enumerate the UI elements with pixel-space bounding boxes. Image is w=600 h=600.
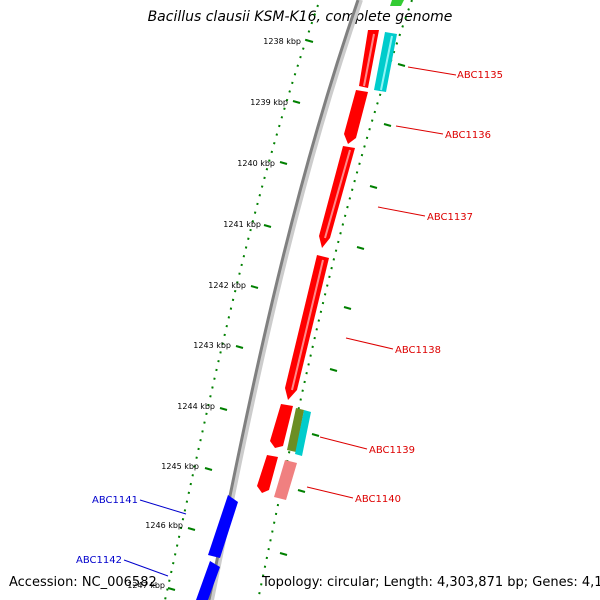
gene-arrow-abc1142[interactable]	[196, 561, 220, 600]
gene-arrow-abc1140[interactable]	[257, 455, 278, 493]
gene-label-abc1142[interactable]: ABC1142	[76, 555, 122, 566]
feature-cyan-abc1139[interactable]	[295, 410, 311, 456]
feature-pink-abc1140[interactable]	[274, 460, 297, 500]
scale-ticks	[167, 39, 314, 591]
gene-label-abc1140[interactable]: ABC1140	[355, 494, 401, 505]
scale-label: 1243 kbp	[193, 341, 231, 350]
inner-ring-ticks	[279, 63, 406, 556]
scale-label: 1247 kbp	[127, 581, 165, 590]
gene-highlight	[363, 33, 375, 87]
reverse-leader-lines	[123, 499, 187, 577]
inner-tick-ring	[257, 0, 413, 600]
gene-highlight	[291, 259, 324, 391]
outer-tick-ring	[164, 4, 319, 600]
feature-green-top	[390, 0, 404, 6]
gene-highlight	[324, 149, 351, 239]
genome-summary-text: Topology: circular; Length: 4,303,871 bp…	[262, 575, 600, 590]
gene-arrow-abc1141[interactable]	[208, 495, 238, 558]
gene-label-abc1141[interactable]: ABC1141	[92, 495, 138, 506]
map-title: Bacillus clausii KSM-K16, complete genom…	[147, 9, 453, 25]
scale-label: 1240 kbp	[237, 159, 275, 168]
gene-label-abc1136[interactable]: ABC1136	[445, 130, 491, 141]
feature-highlight	[380, 35, 393, 91]
gene-label-abc1138[interactable]: ABC1138	[395, 345, 441, 356]
gene-label-abc1137[interactable]: ABC1137	[427, 212, 473, 223]
feature-olive-abc1139[interactable]	[287, 408, 304, 452]
gene-arrow-abc1135-1136[interactable]	[344, 90, 368, 144]
gene-arrow-abc1139[interactable]	[270, 404, 293, 448]
accession-text: Accession: NC_006582	[9, 575, 157, 590]
gene-label-abc1135[interactable]: ABC1135	[457, 70, 503, 81]
scale-label: 1238 kbp	[263, 37, 301, 46]
scale-label: 1245 kbp	[161, 462, 199, 471]
forward-leader-lines	[306, 66, 457, 499]
scale-label: 1239 kbp	[250, 98, 288, 107]
scale-label: 1244 kbp	[177, 402, 215, 411]
gene-label-abc1139[interactable]: ABC1139	[369, 445, 415, 456]
scale-label: 1246 kbp	[145, 521, 183, 530]
scale-label: 1241 kbp	[223, 220, 261, 229]
scale-label: 1242 kbp	[208, 281, 246, 290]
feature-cyan-abc1135[interactable]	[374, 32, 397, 92]
